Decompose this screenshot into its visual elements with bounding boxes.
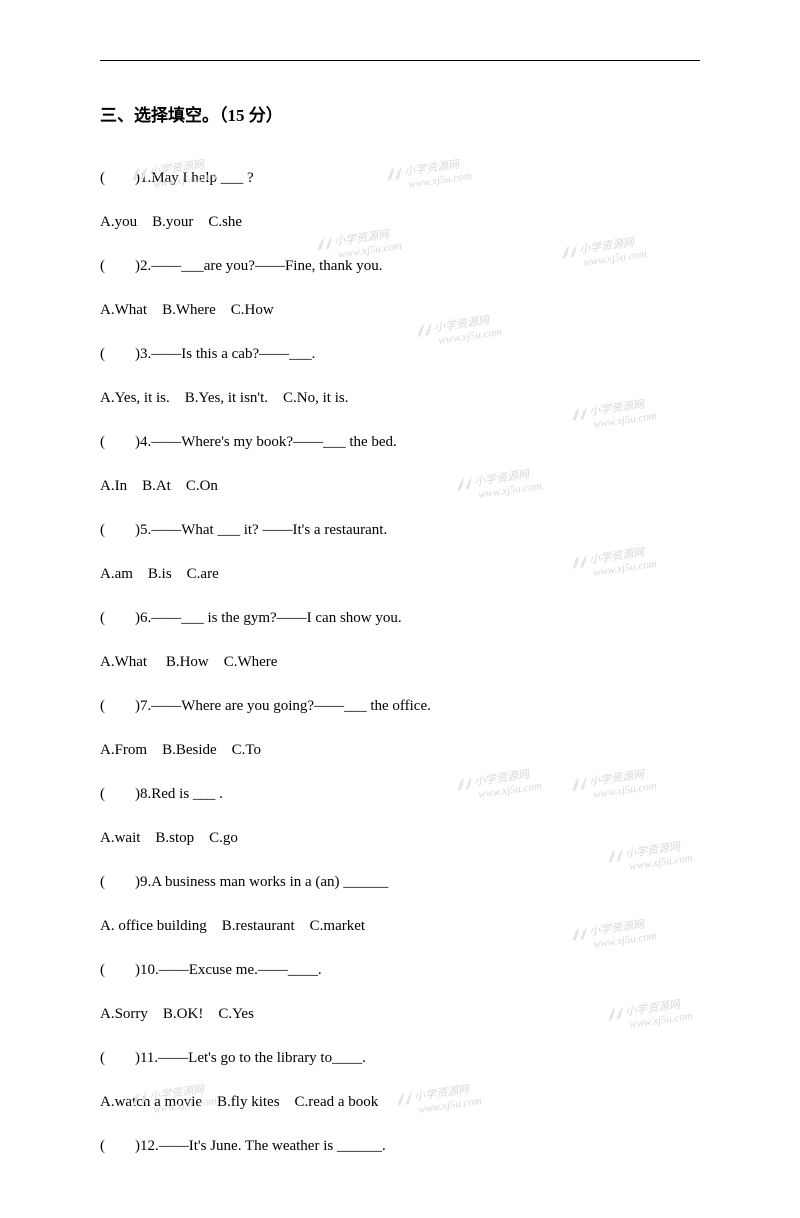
page-container: 三、选择填空。（15 分） ( )1.May I help ___ ? A.you… xyxy=(0,0,800,1218)
question-stem: ( )6.——___ is the gym?——I can show you. xyxy=(100,606,700,630)
question-options: A.In B.At C.On xyxy=(100,474,700,498)
question-stem: ( )5.——What ___ it? ——It's a restaurant. xyxy=(100,518,700,542)
top-rule xyxy=(100,60,700,61)
question-options: A.From B.Beside C.To xyxy=(100,738,700,762)
question-stem: ( )8.Red is ___ . xyxy=(100,782,700,806)
question-stem: ( )9.A business man works in a (an) ____… xyxy=(100,870,700,894)
question-options: A.watch a movie B.fly kites C.read a boo… xyxy=(100,1090,700,1114)
question-list: ( )1.May I help ___ ? A.you B.your C.she (… xyxy=(100,166,700,1158)
question-options: A.Yes, it is. B.Yes, it isn't. C.No, it … xyxy=(100,386,700,410)
question-options: A.What B.How C.Where xyxy=(100,650,700,674)
question-stem: ( )11.——Let's go to the library to____. xyxy=(100,1046,700,1070)
question-options: A.wait B.stop C.go xyxy=(100,826,700,850)
question-stem: ( )1.May I help ___ ? xyxy=(100,166,700,190)
question-stem: ( )4.——Where's my book?——___ the bed. xyxy=(100,430,700,454)
question-options: A.am B.is C.are xyxy=(100,562,700,586)
section-title: 三、选择填空。（15 分） xyxy=(100,101,700,126)
question-stem: ( )7.——Where are you going?——___ the off… xyxy=(100,694,700,718)
question-options: A.you B.your C.she xyxy=(100,210,700,234)
question-options: A.Sorry B.OK! C.Yes xyxy=(100,1002,700,1026)
question-stem: ( )10.——Excuse me.——____. xyxy=(100,958,700,982)
question-stem: ( )2.——___are you?——Fine, thank you. xyxy=(100,254,700,278)
question-stem: ( )3.——Is this a cab?——___. xyxy=(100,342,700,366)
question-options: A.What B.Where C.How xyxy=(100,298,700,322)
question-stem: ( )12.——It's June. The weather is ______… xyxy=(100,1134,700,1158)
question-options: A. office building B.restaurant C.market xyxy=(100,914,700,938)
